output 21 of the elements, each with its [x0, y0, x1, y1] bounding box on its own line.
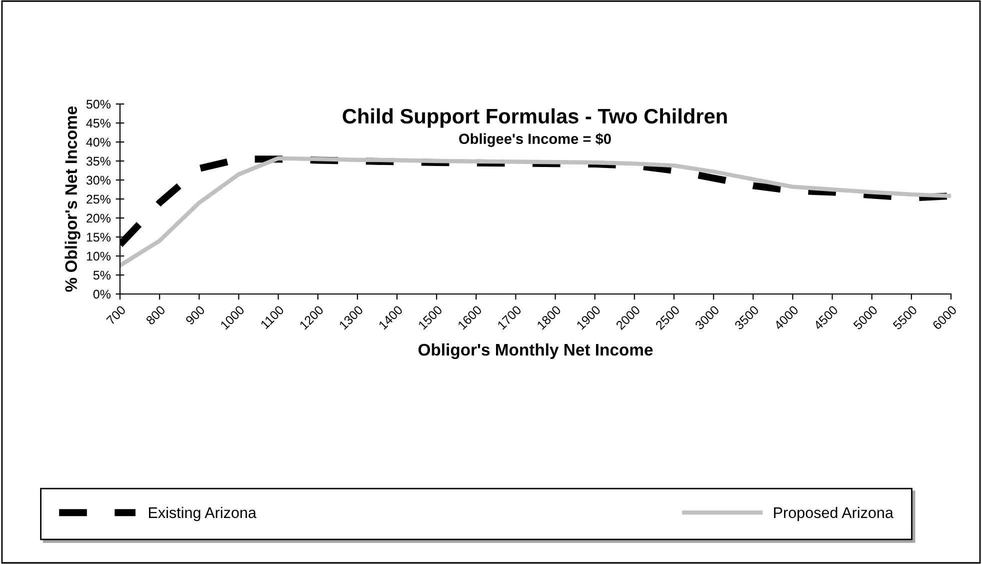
y-tick-label: 45%	[86, 118, 111, 128]
y-tick-label: 25%	[86, 194, 111, 204]
y-tick-label: 15%	[86, 232, 111, 242]
line-series	[120, 156, 951, 268]
y-axis-title: % Obligor's Net Income	[64, 106, 80, 292]
text: Obligee's Income = $0	[459, 133, 611, 147]
y-tick-label: 40%	[86, 138, 111, 147]
legend-label: Existing Arizona	[148, 506, 256, 522]
x-tick-label: 800	[145, 304, 166, 326]
y-tick-label: 0%	[93, 290, 111, 299]
y-tick-label: 50%	[86, 100, 111, 109]
y-tick-label: 10%	[86, 252, 111, 261]
y-tick-label: 30%	[86, 176, 111, 185]
x-tick-label: 900	[185, 304, 206, 326]
x-axis-title: Obligor's Monthly Net Income	[418, 343, 653, 360]
legend-label: Proposed Arizona	[774, 506, 894, 522]
x-tick-label: 700	[106, 304, 126, 326]
chart-title: Child Support Formulas - Two Children	[342, 108, 727, 128]
y-tick-label: 5%	[93, 270, 111, 280]
y-tick-label: 35%	[86, 156, 111, 166]
y-tick-label: 20%	[86, 214, 111, 223]
